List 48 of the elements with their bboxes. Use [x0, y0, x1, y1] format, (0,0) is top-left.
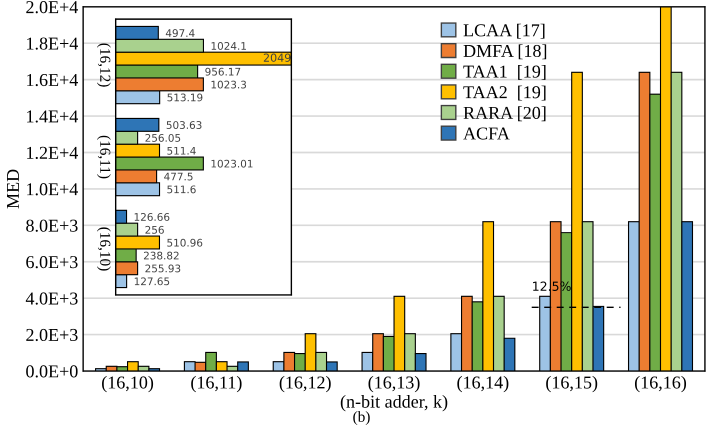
- data-label: 256: [145, 226, 164, 234]
- data-label: 256.05: [145, 134, 180, 142]
- data-label: 511.4: [167, 146, 196, 155]
- x-tick-label: (16,14): [457, 376, 508, 392]
- y-tick-label: 6.0E+3: [26, 256, 78, 268]
- data-label: 503.63: [166, 121, 202, 129]
- y-tick-label: 1.6E+4: [27, 74, 78, 86]
- legend-label: RARA [20]: [464, 106, 546, 122]
- data-label: 1024.1: [212, 42, 246, 50]
- y-axis-title: MED: [7, 170, 19, 208]
- data-label: 477.5: [164, 172, 193, 180]
- annotation: 12.5%: [533, 282, 571, 291]
- y-tick-label: 4.0E+3: [26, 292, 78, 305]
- x-tick-label: (16,13): [368, 376, 420, 392]
- data-label: 1023.01: [212, 160, 252, 168]
- y-tick-label: 1.4E+4: [27, 110, 78, 123]
- y-tick-label: (16,12): [96, 43, 111, 87]
- legend-label: TAA1 [19]: [463, 64, 546, 80]
- x-axis-title: (n-bit adder, k): [340, 395, 448, 412]
- text: (b): [353, 411, 370, 425]
- data-label: 497.4: [166, 29, 195, 38]
- y-tick-label: 1.2E+4: [27, 146, 78, 160]
- legend-label: DMFA [18]: [464, 44, 546, 60]
- legend-label: ACFA: [463, 127, 510, 140]
- legend-label: TAA2 [19]: [463, 86, 546, 101]
- x-tick-label: (16,16): [634, 376, 686, 392]
- data-label: 511.6: [167, 185, 196, 194]
- data-label: 956.17: [205, 68, 240, 76]
- data-label: 127.65: [134, 277, 170, 286]
- legend-label: LCAA [17]: [464, 24, 544, 39]
- data-label: 238.82: [144, 252, 179, 260]
- x-tick-label: (16,12): [280, 376, 331, 392]
- data-label: 126.66: [134, 213, 170, 221]
- y-tick-label: 2.0E+4: [26, 1, 78, 14]
- y-tick-label: 1.0E+4: [27, 183, 78, 196]
- x-tick-label: (16,11): [191, 376, 242, 392]
- data-label: 255.93: [145, 264, 180, 272]
- data-label: 510.96: [167, 238, 202, 247]
- data-label: 2049: [264, 53, 290, 62]
- data-label: 1023.3: [212, 80, 246, 89]
- y-tick-label: (16,11): [96, 136, 111, 178]
- x-tick-label: (16,15): [546, 376, 598, 392]
- y-tick-label: 2.0E+3: [26, 328, 78, 342]
- y-tick-label: 0.0E+0: [26, 365, 78, 378]
- y-tick-label: 1.8E+4: [27, 37, 78, 50]
- y-tick-label: (16,10): [96, 227, 111, 271]
- y-tick-label: 8.0E+3: [26, 220, 78, 232]
- data-label: 513.19: [167, 94, 202, 102]
